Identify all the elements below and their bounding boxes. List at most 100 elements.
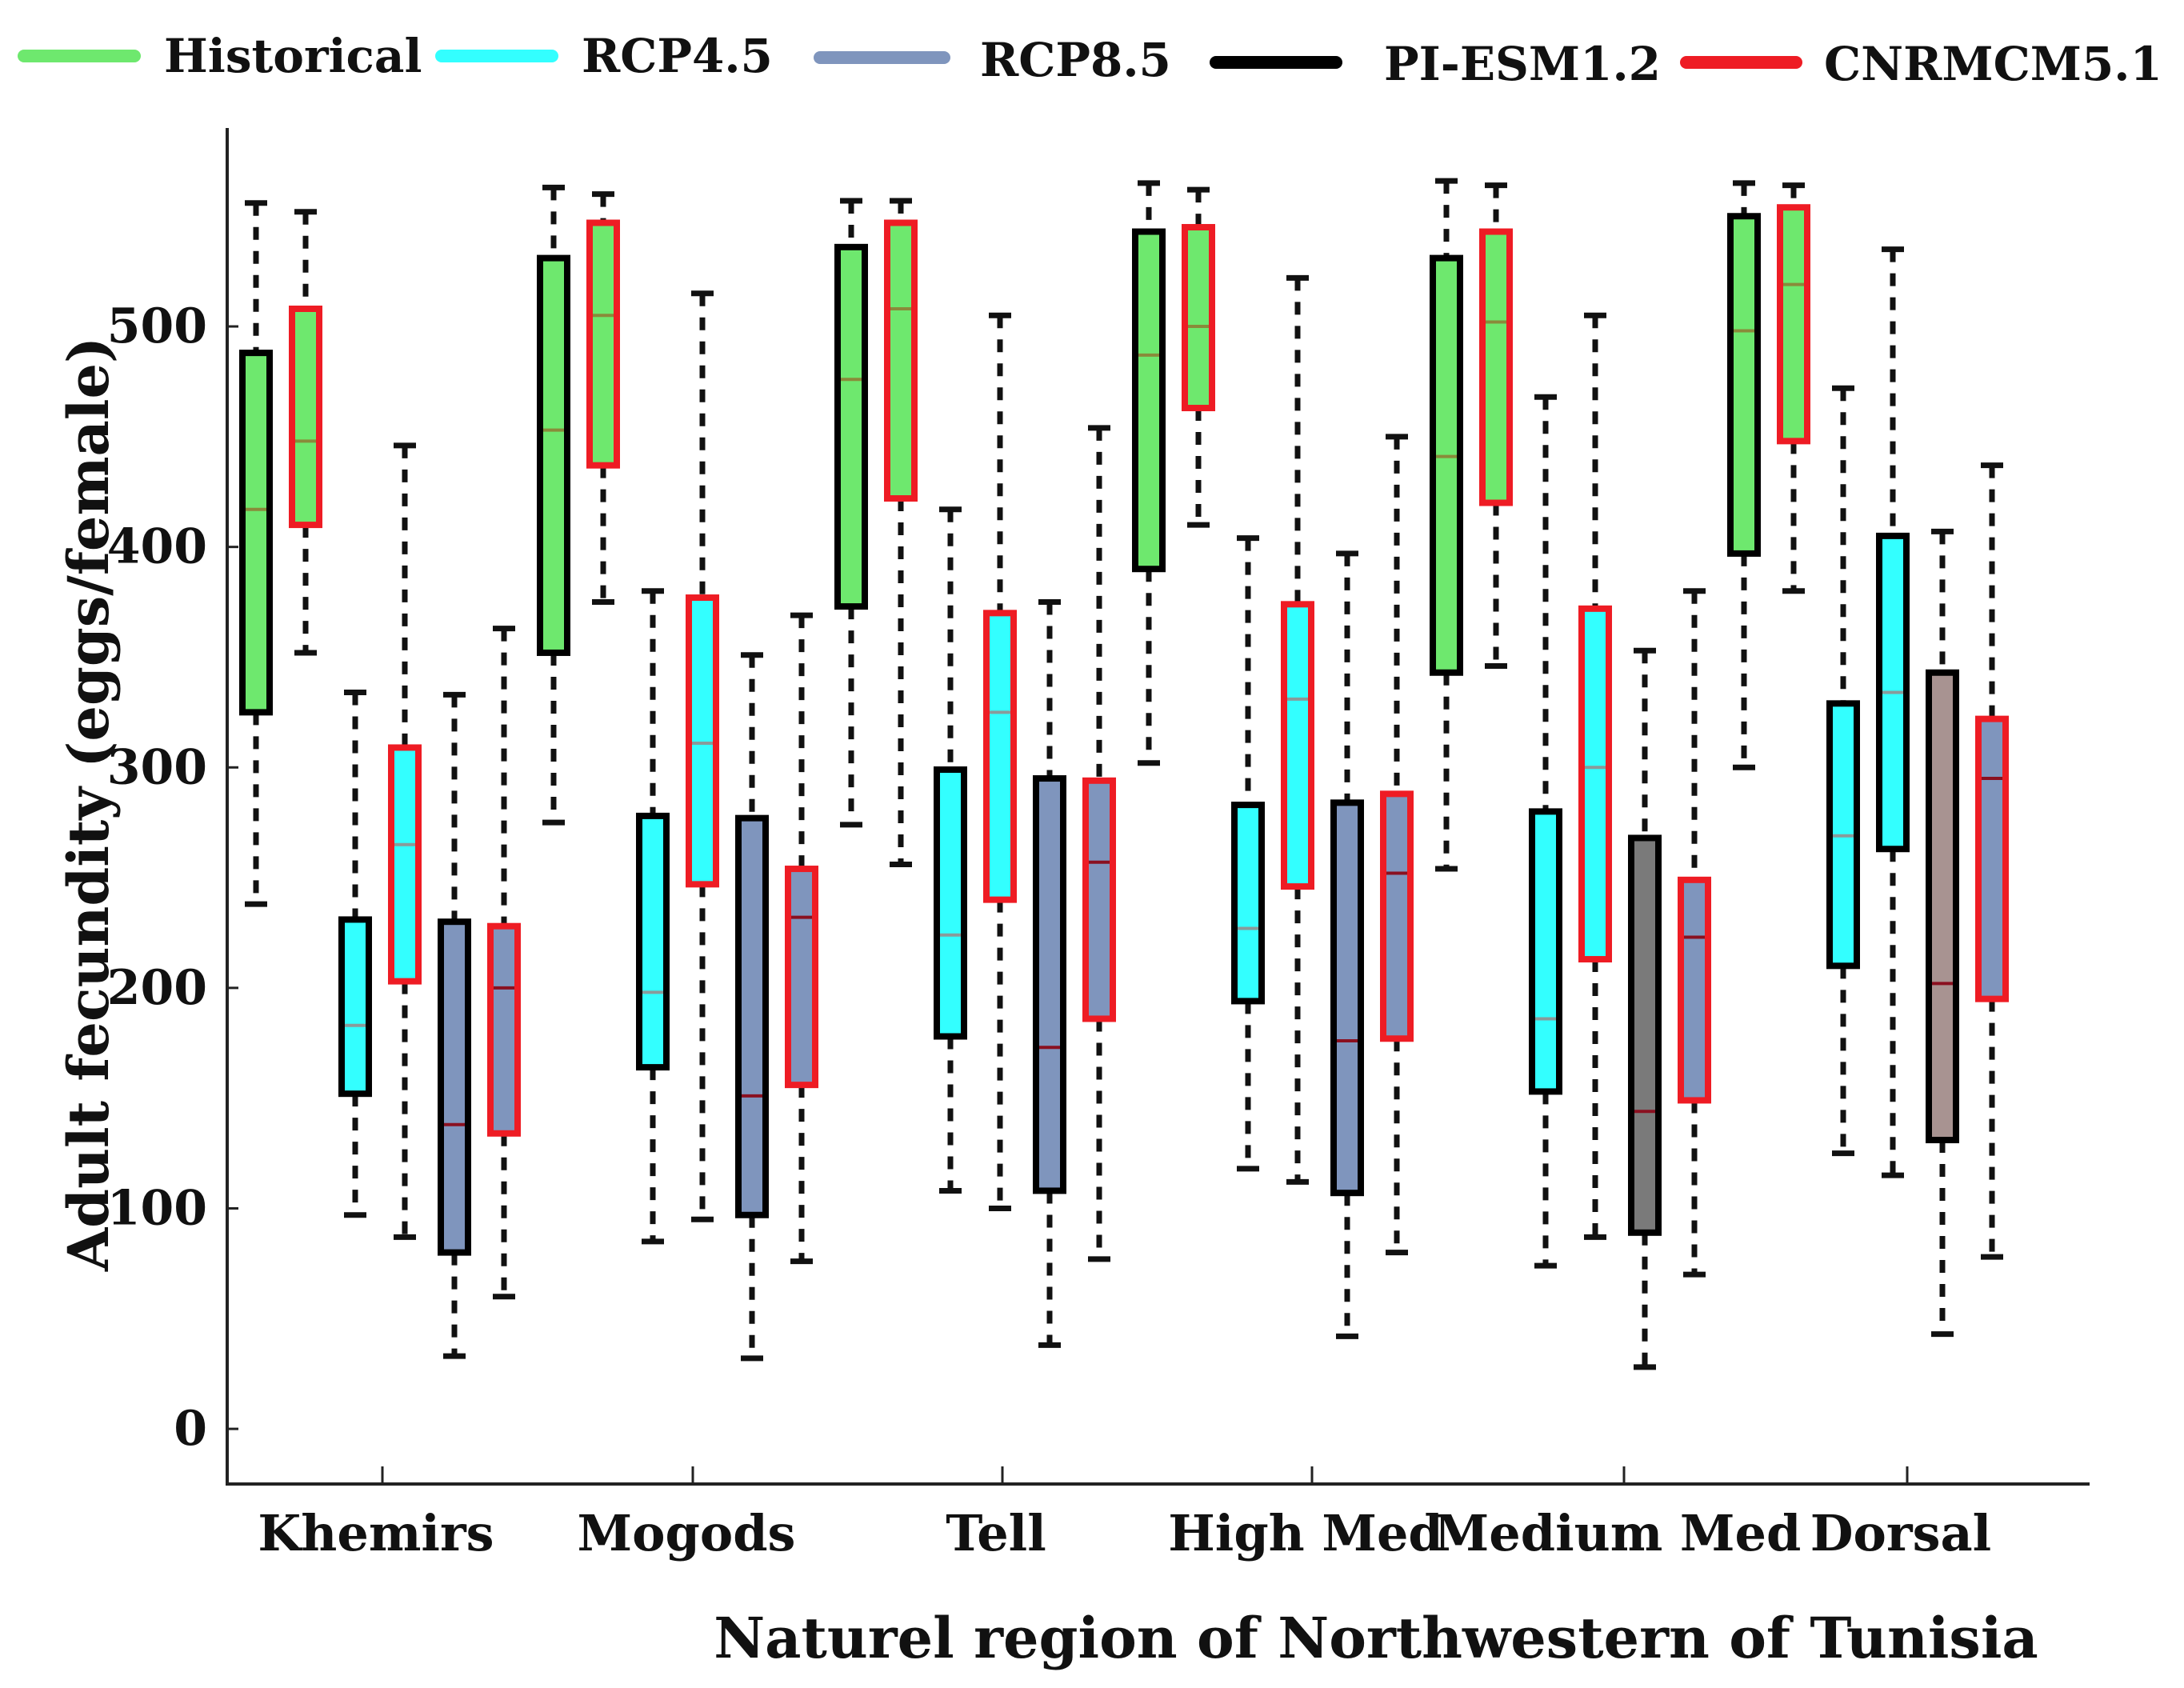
box-body bbox=[834, 243, 868, 610]
y-tick-label-100: 100 bbox=[107, 1180, 207, 1236]
legend-label-pi-esm12: PI-ESM1.2 bbox=[1384, 37, 1661, 91]
box-6 bbox=[537, 184, 570, 826]
legend-item-rcp45: RCP4.5 bbox=[435, 29, 773, 83]
y-ticks: 0 100 200 300 400 500 bbox=[107, 298, 238, 1457]
box-body bbox=[934, 766, 967, 1040]
box-body bbox=[735, 814, 769, 1218]
box-body bbox=[636, 812, 670, 1071]
box-33 bbox=[1876, 246, 1910, 1178]
legend-item-historical: Historical bbox=[18, 29, 422, 83]
box-22 bbox=[1330, 550, 1364, 1339]
x-tick-label-tell: Tell bbox=[946, 1504, 1046, 1562]
box-body bbox=[884, 219, 918, 502]
box-body bbox=[1231, 802, 1265, 1005]
y-tick-label-0: 0 bbox=[174, 1401, 207, 1457]
box-21 bbox=[1281, 274, 1314, 1185]
legend-item-cnrmcm51: CNRMCM5.1 bbox=[1680, 37, 2162, 91]
box-4 bbox=[438, 691, 471, 1359]
box-24 bbox=[1430, 178, 1463, 872]
box-body bbox=[1082, 777, 1116, 1022]
y-tick-label-300: 300 bbox=[107, 739, 207, 795]
box-body bbox=[1033, 775, 1066, 1194]
axes bbox=[226, 128, 2090, 1486]
box-8 bbox=[636, 588, 670, 1245]
box-2 bbox=[338, 690, 372, 1218]
box-17 bbox=[1082, 425, 1116, 1262]
box-26 bbox=[1529, 394, 1562, 1269]
box-body bbox=[1727, 213, 1761, 557]
box-5 bbox=[487, 626, 521, 1300]
legend-label-rcp45: RCP4.5 bbox=[582, 29, 773, 83]
box-35 bbox=[1975, 462, 2009, 1260]
box-9 bbox=[686, 290, 719, 1222]
box-body bbox=[289, 306, 322, 529]
box-body bbox=[983, 610, 1017, 903]
box-body bbox=[1926, 669, 1959, 1144]
box-1 bbox=[289, 209, 322, 656]
box-32 bbox=[1826, 385, 1860, 1157]
box-body bbox=[1975, 715, 2009, 1002]
box-body bbox=[388, 744, 422, 985]
y-tick-label-400: 400 bbox=[107, 519, 207, 575]
box-29 bbox=[1678, 588, 1711, 1278]
box-body bbox=[239, 350, 273, 716]
box-body bbox=[586, 219, 620, 469]
legend-label-cnrmcm51: CNRMCM5.1 bbox=[1824, 37, 2162, 91]
legend-item-pi-esm12: PI-ESM1.2 bbox=[1210, 37, 1661, 91]
box-23 bbox=[1380, 434, 1414, 1256]
box-body bbox=[1678, 876, 1711, 1104]
box-27 bbox=[1578, 312, 1612, 1240]
box-28 bbox=[1628, 647, 1662, 1370]
x-tick-label-khemirs: Khemirs bbox=[258, 1504, 494, 1562]
box-body bbox=[785, 866, 818, 1089]
box-11 bbox=[785, 612, 818, 1265]
box-body bbox=[1479, 228, 1513, 506]
box-15 bbox=[983, 312, 1017, 1211]
box-19 bbox=[1182, 186, 1215, 528]
boxes bbox=[239, 178, 2009, 1370]
box-10 bbox=[735, 652, 769, 1362]
x-axis-title: Naturel region of Northwestern of Tunisi… bbox=[714, 1605, 2038, 1671]
legend-label-historical: Historical bbox=[164, 29, 422, 83]
box-30 bbox=[1727, 180, 1761, 770]
box-body bbox=[1430, 254, 1463, 676]
box-body bbox=[1281, 601, 1314, 890]
box-body bbox=[1578, 605, 1612, 963]
box-body bbox=[1182, 224, 1215, 412]
box-13 bbox=[884, 198, 918, 868]
box-18 bbox=[1132, 180, 1166, 766]
y-tick-label-200: 200 bbox=[107, 960, 207, 1016]
box-body bbox=[1777, 204, 1810, 445]
box-body bbox=[1330, 799, 1364, 1197]
box-34 bbox=[1926, 528, 1959, 1338]
box-3 bbox=[388, 442, 422, 1240]
box-12 bbox=[834, 198, 868, 828]
box-body bbox=[438, 918, 471, 1256]
legend-item-rcp85: RCP8.5 bbox=[814, 33, 1171, 87]
box-body bbox=[537, 254, 570, 656]
box-0 bbox=[239, 200, 273, 907]
box-14 bbox=[934, 506, 967, 1194]
box-31 bbox=[1777, 182, 1810, 594]
box-body bbox=[1628, 834, 1662, 1236]
box-20 bbox=[1231, 535, 1265, 1172]
box-body bbox=[1529, 808, 1562, 1095]
box-7 bbox=[586, 191, 620, 606]
y-tick-label-500: 500 bbox=[107, 298, 207, 354]
box-body bbox=[338, 916, 372, 1098]
box-body bbox=[1380, 790, 1414, 1042]
x-tick-label-mogods: Mogods bbox=[578, 1504, 796, 1562]
x-tick-label-high-med: High Med bbox=[1168, 1504, 1443, 1562]
y-axis-title: Adult fecundity (eggs/female) bbox=[55, 337, 122, 1272]
legend: Historical RCP4.5 RCP8.5 PI-ESM1.2 CNRMC… bbox=[18, 29, 2162, 91]
legend-label-rcp85: RCP8.5 bbox=[980, 33, 1171, 87]
x-tick-label-dorsal: Dorsal bbox=[1810, 1504, 1991, 1562]
box-16 bbox=[1033, 599, 1066, 1348]
x-tick-label-medium-med: Medium Med bbox=[1434, 1504, 1802, 1562]
box-body bbox=[487, 922, 521, 1137]
box-25 bbox=[1479, 182, 1513, 669]
box-body bbox=[686, 594, 719, 888]
box-body bbox=[1132, 228, 1166, 573]
